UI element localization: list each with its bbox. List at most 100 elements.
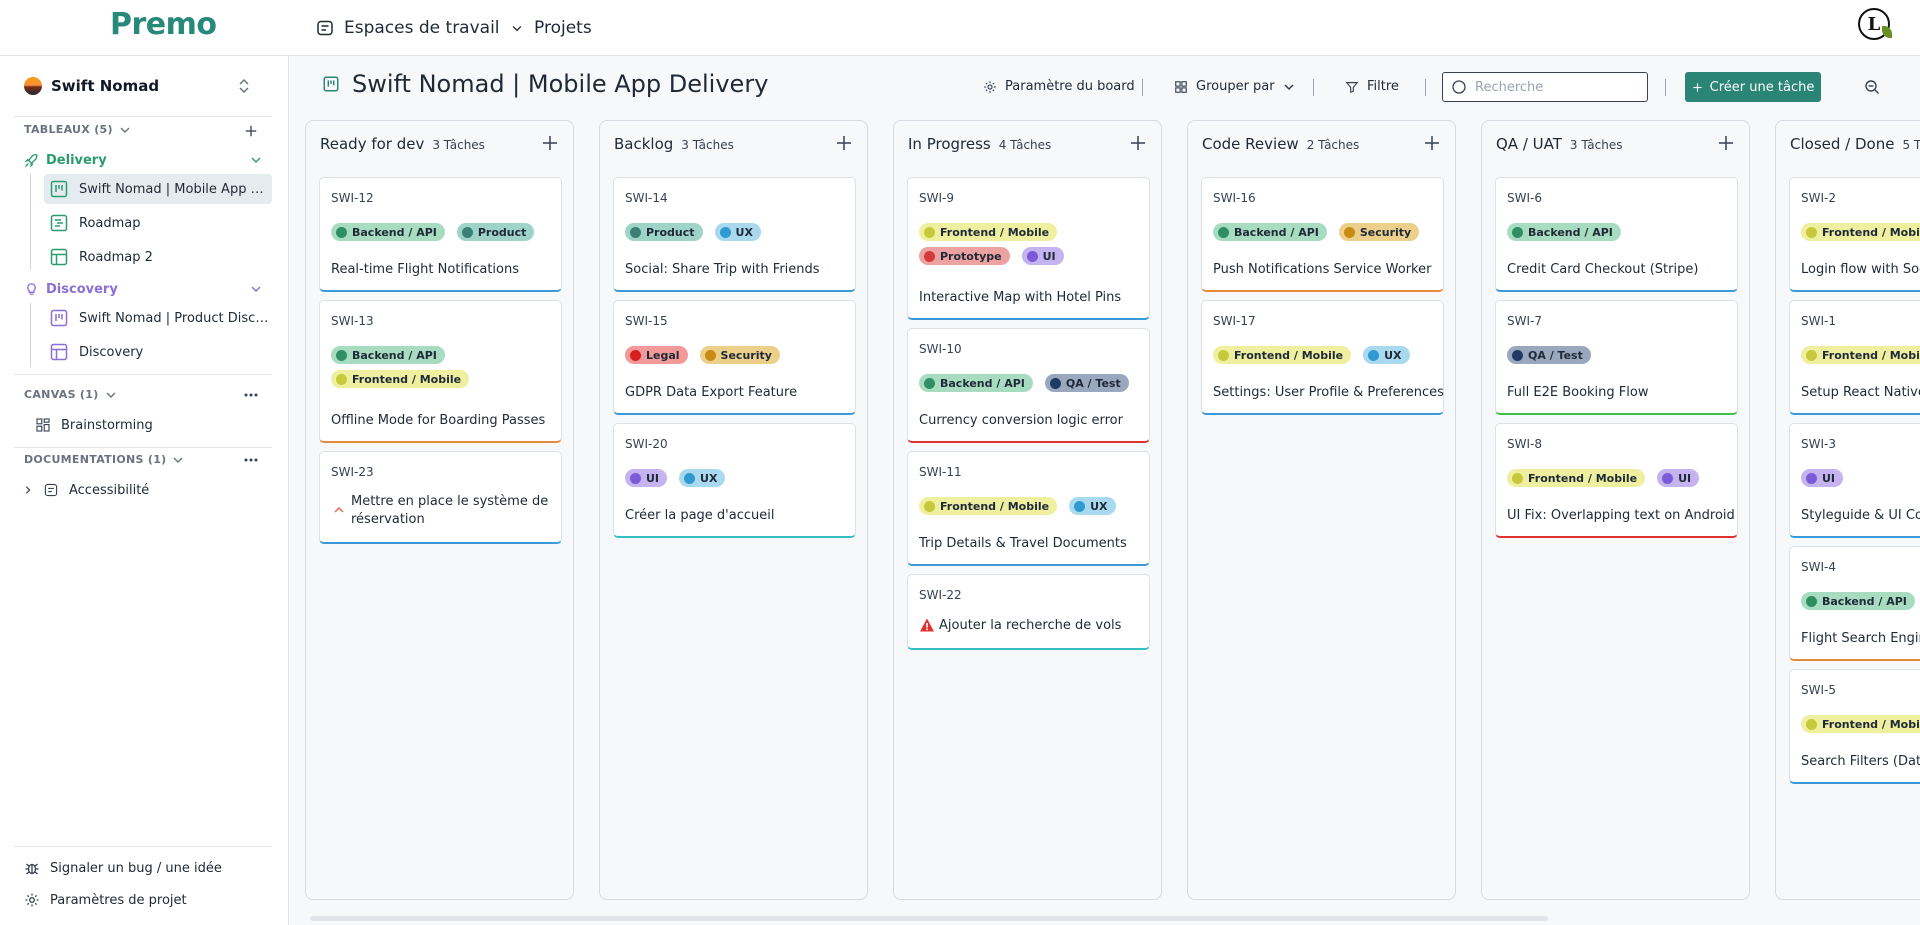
task-card[interactable]: SWI-12 Backend / API Product Real-time Flig… [319, 177, 562, 292]
tag-dot-icon [1806, 718, 1817, 730]
sidebar-item-roadmap-2[interactable]: Roadmap 2 [44, 242, 272, 272]
plus-icon [245, 125, 257, 137]
tag-dot-icon [1806, 349, 1817, 361]
documentations-more-button[interactable] [242, 451, 260, 469]
task-title: Credit Card Checkout (Stripe) [1507, 262, 1699, 277]
column-task-count: 3 Tâches [681, 138, 734, 152]
task-id: SWI-20 [625, 437, 668, 451]
filter-icon [1345, 81, 1359, 93]
canvas-more-button[interactable] [242, 386, 260, 404]
add-board-button[interactable] [242, 122, 260, 140]
task-id: SWI-22 [919, 588, 962, 602]
nav-workspaces[interactable]: Espaces de travail [316, 0, 500, 56]
task-card[interactable]: SWI-9 Frontend / Mobile Prototype UI Interac… [907, 177, 1150, 320]
add-task-plus-icon[interactable] [1129, 134, 1147, 152]
task-tags: Frontend / Mobile UX [919, 497, 1144, 515]
project-settings-link[interactable]: Paramètres de projet [24, 892, 187, 908]
column-task-count: 3 Tâches [432, 138, 485, 152]
task-title: Full E2E Booking Flow [1507, 385, 1649, 400]
column-title: Backlog [614, 135, 674, 153]
zoom-out-icon[interactable] [1864, 79, 1880, 95]
add-task-plus-icon[interactable] [1423, 134, 1441, 152]
task-card[interactable]: SWI-1 Frontend / Mobile Setup React Native [1789, 300, 1920, 415]
add-task-plus-icon[interactable] [1717, 134, 1735, 152]
sidebar-item-roadmap[interactable]: Roadmap [44, 208, 272, 238]
board-column: In Progress 4 Tâches SWI-9 Frontend / Mobil… [893, 120, 1162, 900]
grid-icon [1175, 80, 1187, 93]
task-card[interactable]: SWI-3 UI Styleguide & UI Components [1789, 423, 1920, 538]
group-discovery[interactable]: Discovery [24, 278, 270, 300]
task-tags: UI [1801, 469, 1920, 487]
tag-label: Backend / API [1234, 225, 1319, 239]
task-card[interactable]: SWI-13 Backend / API Frontend / Mobile Offl… [319, 300, 562, 443]
board-settings-label: Paramètre du board [1005, 79, 1135, 94]
task-tags: Backend / API Security [1213, 223, 1438, 241]
tag-dot-icon [1026, 250, 1038, 262]
task-card[interactable]: SWI-16 Backend / API Security Push Notifica… [1201, 177, 1444, 292]
task-card[interactable]: SWI-10 Backend / API QA / Test Currency con… [907, 328, 1150, 443]
sidebar-item-brainstorming[interactable]: Brainstorming [30, 410, 258, 440]
sidebar-item-accessibilite[interactable]: Accessibilité [18, 475, 246, 505]
nav-projects[interactable]: Projets [510, 0, 592, 56]
task-id: SWI-7 [1507, 314, 1542, 328]
leaf-icon [1882, 26, 1892, 38]
task-card[interactable]: SWI-11 Frontend / Mobile UX Trip Details & … [907, 451, 1150, 566]
task-card[interactable]: SWI-15 Legal Security GDPR Data Export Feat… [613, 300, 856, 415]
column-title: QA / UAT [1496, 135, 1562, 153]
group-by-dropdown[interactable]: Grouper par [1174, 79, 1295, 94]
task-tags: Frontend / Mobile [1801, 223, 1920, 241]
task-card[interactable]: SWI-5 Frontend / Mobile Search Filters (Da… [1789, 669, 1920, 784]
group-delivery[interactable]: Delivery [24, 149, 270, 171]
task-title: Créer la page d'accueil [625, 508, 775, 523]
task-card[interactable]: SWI-4 Backend / API Flight Search Engine [1789, 546, 1920, 661]
task-card[interactable]: SWI-6 Backend / API Credit Card Checkout (… [1495, 177, 1738, 292]
task-card[interactable]: SWI-8 Frontend / Mobile UI UI Fix: Overlapp… [1495, 423, 1738, 538]
toolbar-separator [1665, 79, 1666, 96]
project-settings-label: Paramètres de projet [50, 892, 187, 908]
section-documentations[interactable]: DOCUMENTATIONS (1) [24, 453, 184, 466]
board-title-text: Swift Nomad | Mobile App Delivery [352, 70, 769, 98]
sidebar-item-mobile-app-delivery[interactable]: Swift Nomad | Mobile App Delivery [44, 174, 272, 204]
project-selector[interactable]: Swift Nomad [14, 66, 271, 106]
tag-dot-icon [1806, 226, 1817, 238]
tree-line [30, 303, 31, 367]
tag-label: UX [1384, 348, 1402, 362]
kanban-icon [50, 180, 68, 198]
report-bug-link[interactable]: Signaler un bug / une idée [24, 860, 222, 876]
task-card[interactable]: SWI-20 UI UX Créer la page d'accueil [613, 423, 856, 538]
search-box[interactable] [1442, 72, 1648, 102]
tag-badge: Backend / API [331, 223, 445, 241]
search-input[interactable] [1475, 79, 1645, 95]
tag-badge: UX [714, 223, 761, 241]
task-id: SWI-10 [919, 342, 962, 356]
add-task-plus-icon[interactable] [835, 134, 853, 152]
tag-dot-icon [1049, 377, 1061, 389]
tag-dot-icon [630, 472, 641, 484]
app-logo[interactable]: Premo [110, 7, 217, 42]
create-task-button[interactable]: Créer une tâche [1685, 72, 1821, 102]
tag-badge: Prototype [919, 247, 1010, 265]
tag-dot-icon [1218, 349, 1229, 361]
task-card[interactable]: SWI-7 QA / Test Full E2E Booking Flow [1495, 300, 1738, 415]
task-card[interactable]: SWI-23 Mettre en place le système de rése… [319, 451, 562, 544]
horizontal-scrollbar[interactable] [310, 916, 1548, 921]
board-settings-button[interactable]: Paramètre du board [983, 79, 1135, 94]
task-tags: Backend / API Product [331, 223, 556, 241]
task-card[interactable]: SWI-14 Product UX Social: Share Trip with F… [613, 177, 856, 292]
user-avatar[interactable]: L [1858, 8, 1892, 40]
task-card[interactable]: SWI-17 Frontend / Mobile UX Settings: User … [1201, 300, 1444, 415]
task-id: SWI-9 [919, 191, 954, 205]
add-task-plus-icon[interactable] [541, 134, 559, 152]
task-card[interactable]: SWI-22 Ajouter la recherche de vols [907, 574, 1150, 650]
document-icon [44, 483, 58, 497]
section-tableaux[interactable]: TABLEAUX (5) [24, 123, 131, 136]
sidebar-item-discovery[interactable]: Discovery [44, 337, 272, 367]
tag-badge: Backend / API [919, 374, 1033, 392]
task-card[interactable]: SWI-2 Frontend / Mobile Login flow with So… [1789, 177, 1920, 292]
group-by-label: Grouper par [1196, 79, 1275, 94]
section-canvas[interactable]: CANVAS (1) [24, 388, 117, 401]
tag-badge: Frontend / Mobile [1801, 223, 1920, 241]
sidebar-item-product-discovery[interactable]: Swift Nomad | Product Discovery [44, 303, 272, 333]
filter-button[interactable]: Filtre [1345, 79, 1399, 94]
column-header: Ready for dev 3 Tâches [320, 135, 485, 153]
